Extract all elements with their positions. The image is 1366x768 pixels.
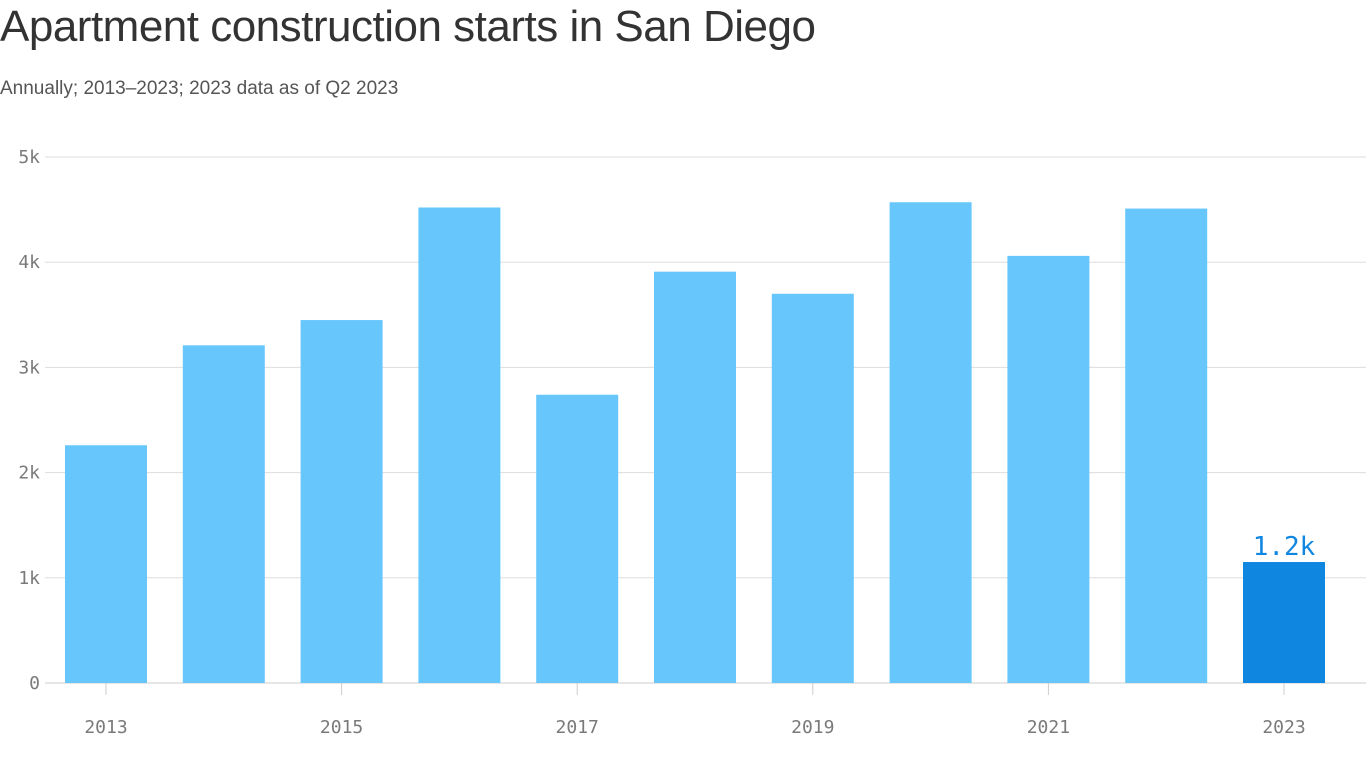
bar-2015 xyxy=(300,320,383,683)
bar-2014 xyxy=(182,345,265,683)
x-tick-label: 2023 xyxy=(1262,717,1305,738)
data-label-2023: 1.2k xyxy=(1253,532,1316,562)
y-tick-label: 2k xyxy=(18,463,40,484)
bar-2022 xyxy=(1125,208,1208,683)
bar-2021 xyxy=(1007,255,1090,683)
bar-2017 xyxy=(536,394,619,683)
bar-2023 xyxy=(1243,562,1325,683)
y-tick-label: 3k xyxy=(18,357,40,378)
bar-2019 xyxy=(771,293,854,683)
y-tick-label: 1k xyxy=(18,568,40,589)
bar-2013 xyxy=(65,445,147,683)
y-tick-label: 5k xyxy=(18,147,40,168)
bar-2020 xyxy=(889,202,972,683)
x-tick-label: 2019 xyxy=(791,717,834,738)
x-tick-label: 2017 xyxy=(556,717,599,738)
bar-2018 xyxy=(654,271,736,683)
chart-subtitle: Annually; 2013–2023; 2023 data as of Q2 … xyxy=(0,78,399,99)
x-tick-label: 2015 xyxy=(320,717,363,738)
x-tick-label: 2021 xyxy=(1027,717,1070,738)
y-tick-label: 4k xyxy=(18,252,40,273)
bar-2016 xyxy=(418,207,501,683)
x-tick-label: 2013 xyxy=(84,717,127,738)
y-tick-label: 0 xyxy=(29,673,40,694)
chart-title: Apartment construction starts in San Die… xyxy=(0,2,816,51)
